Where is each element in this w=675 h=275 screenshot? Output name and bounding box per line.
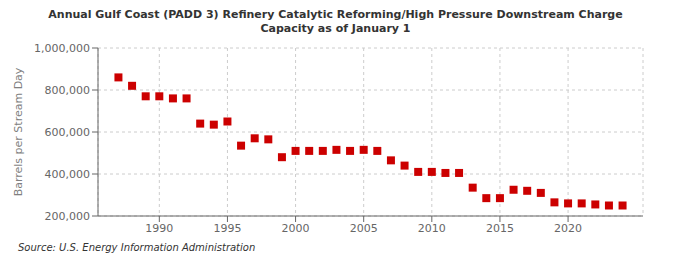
svg-text:Barrels per Stream Day: Barrels per Stream Day xyxy=(12,67,25,196)
svg-text:600,000: 600,000 xyxy=(45,126,91,139)
svg-text:2015: 2015 xyxy=(486,222,514,235)
html-text:Capacity as of January 1: Capacity as of January 1 xyxy=(260,22,411,35)
svg-text:1995: 1995 xyxy=(213,222,241,235)
svg-text:1990: 1990 xyxy=(145,222,173,235)
svg-text:400,000: 400,000 xyxy=(45,168,91,181)
svg-text:2020: 2020 xyxy=(554,222,582,235)
svg-text:800,000: 800,000 xyxy=(45,84,91,97)
svg-text:1,000,000: 1,000,000 xyxy=(34,42,90,55)
svg-text:2010: 2010 xyxy=(418,222,446,235)
svg-text:2005: 2005 xyxy=(350,222,378,235)
svg-text:2000: 2000 xyxy=(282,222,310,235)
html-text:Annual Gulf Coast (PADD 3) Ref: Annual Gulf Coast (PADD 3) Refinery Cata… xyxy=(48,8,623,21)
svg-text:200,000: 200,000 xyxy=(45,210,91,223)
html-text:Source: U.S. Energy Informatio: Source: U.S. Energy Information Administ… xyxy=(18,242,256,253)
